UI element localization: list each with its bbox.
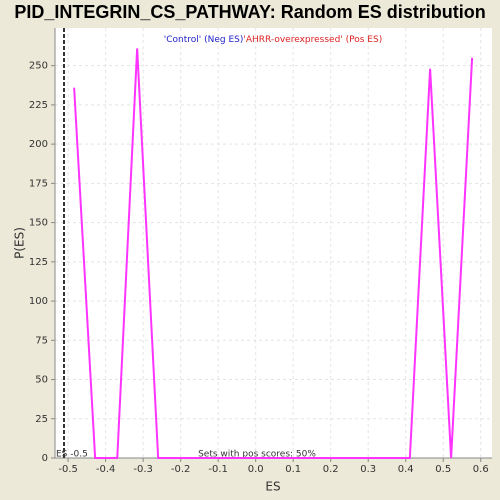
legend-entry: 'AHRR-overexpressed' (Pos ES)	[243, 35, 382, 45]
y-tick-label: 100	[29, 296, 48, 307]
chart-title: PID_INTEGRIN_CS_PATHWAY: Random ES distr…	[14, 2, 485, 22]
es-label: ES -0.5	[56, 450, 88, 460]
y-tick-label: 50	[35, 375, 48, 386]
y-tick-label: 25	[35, 414, 48, 425]
x-tick-label: -0.1	[208, 464, 228, 475]
annotation: Sets with pos scores: 50%	[198, 450, 316, 460]
x-tick-label: -0.4	[96, 464, 116, 475]
y-tick-label: 150	[29, 218, 48, 229]
x-tick-label: -0.2	[171, 464, 191, 475]
y-tick-label: 125	[29, 257, 48, 268]
x-tick-label: -0.5	[58, 464, 78, 475]
series-line	[73, 48, 474, 459]
y-tick-label: 200	[29, 139, 48, 150]
x-tick-label: 0.1	[285, 464, 301, 475]
x-tick-label: 0.0	[248, 464, 264, 475]
x-axis-label: ES	[265, 480, 280, 494]
y-tick-label: 225	[29, 100, 48, 111]
y-tick-label: 75	[35, 335, 48, 346]
x-tick-label: 0.2	[323, 464, 339, 475]
x-tick-label: -0.3	[133, 464, 153, 475]
y-tick-label: 250	[29, 61, 48, 72]
x-tick-label: 0.6	[473, 464, 489, 475]
legend-entry: 'Control' (Neg ES)	[164, 35, 244, 45]
y-axis-label: P(ES)	[13, 227, 27, 259]
x-tick-label: 0.5	[435, 464, 451, 475]
y-tick-label: 0	[42, 453, 48, 464]
x-tick-label: 0.3	[360, 464, 376, 475]
x-tick-label: 0.4	[398, 464, 414, 475]
y-tick-label: 175	[29, 178, 48, 189]
legend: 'Control' (Neg ES)'AHRR-overexpressed' (…	[164, 35, 382, 45]
